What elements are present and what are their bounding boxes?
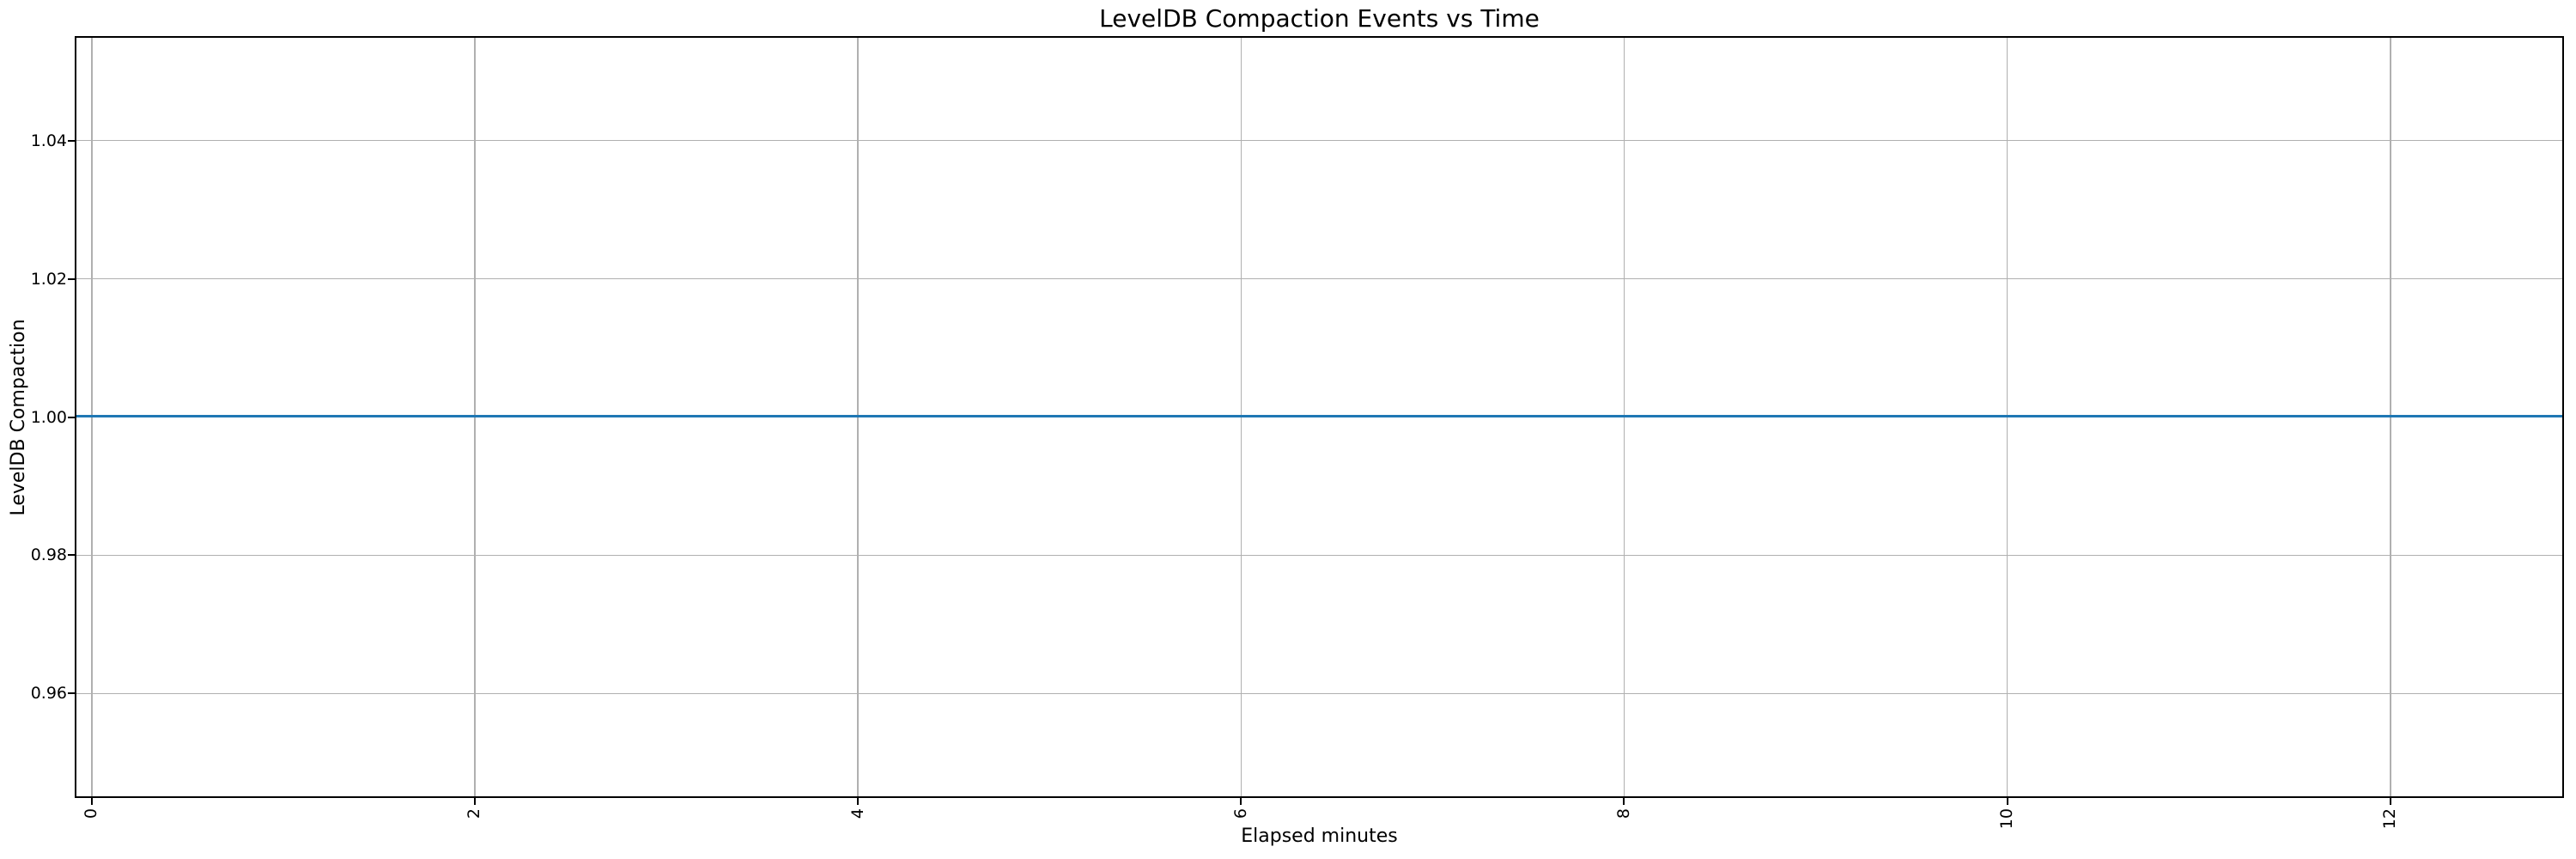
- x-tick-label: 0: [82, 808, 101, 819]
- x-tick-label: 12: [2380, 808, 2400, 830]
- x-tick-label: 6: [1230, 808, 1250, 819]
- x-tick-mark: [2006, 797, 2008, 805]
- x-tick-mark: [2389, 797, 2391, 805]
- x-tick-label: 10: [1997, 808, 2017, 830]
- y-gridline: [76, 554, 2562, 557]
- plot-area: [75, 36, 2564, 798]
- x-axis-label: Elapsed minutes: [1241, 825, 1398, 847]
- y-tick-label: 1.02: [30, 269, 67, 289]
- y-tick-label: 1.04: [30, 131, 67, 150]
- y-axis-label: LevelDB Compaction: [8, 319, 29, 516]
- y-gridline: [76, 692, 2562, 695]
- y-tick-mark: [68, 139, 76, 142]
- chart-title: LevelDB Compaction Events vs Time: [1099, 4, 1540, 33]
- y-tick-mark: [68, 554, 76, 557]
- y-tick-label: 0.98: [30, 545, 67, 565]
- x-tick-mark: [473, 797, 476, 805]
- x-tick-mark: [1623, 797, 1625, 805]
- y-gridline: [76, 277, 2562, 280]
- x-tick-mark: [857, 797, 860, 805]
- x-tick-label: 8: [1613, 808, 1633, 819]
- x-tick-mark: [1240, 797, 1242, 805]
- y-gridline: [76, 139, 2562, 142]
- y-tick-mark: [68, 277, 76, 280]
- x-tick-label: 4: [848, 808, 867, 819]
- y-tick-label: 1.00: [30, 407, 67, 427]
- y-tick-mark: [68, 416, 76, 418]
- x-tick-mark: [90, 797, 93, 805]
- x-tick-label: 2: [465, 808, 484, 819]
- y-tick-label: 0.96: [30, 684, 67, 704]
- y-tick-mark: [68, 692, 76, 695]
- data-line: [76, 414, 2562, 418]
